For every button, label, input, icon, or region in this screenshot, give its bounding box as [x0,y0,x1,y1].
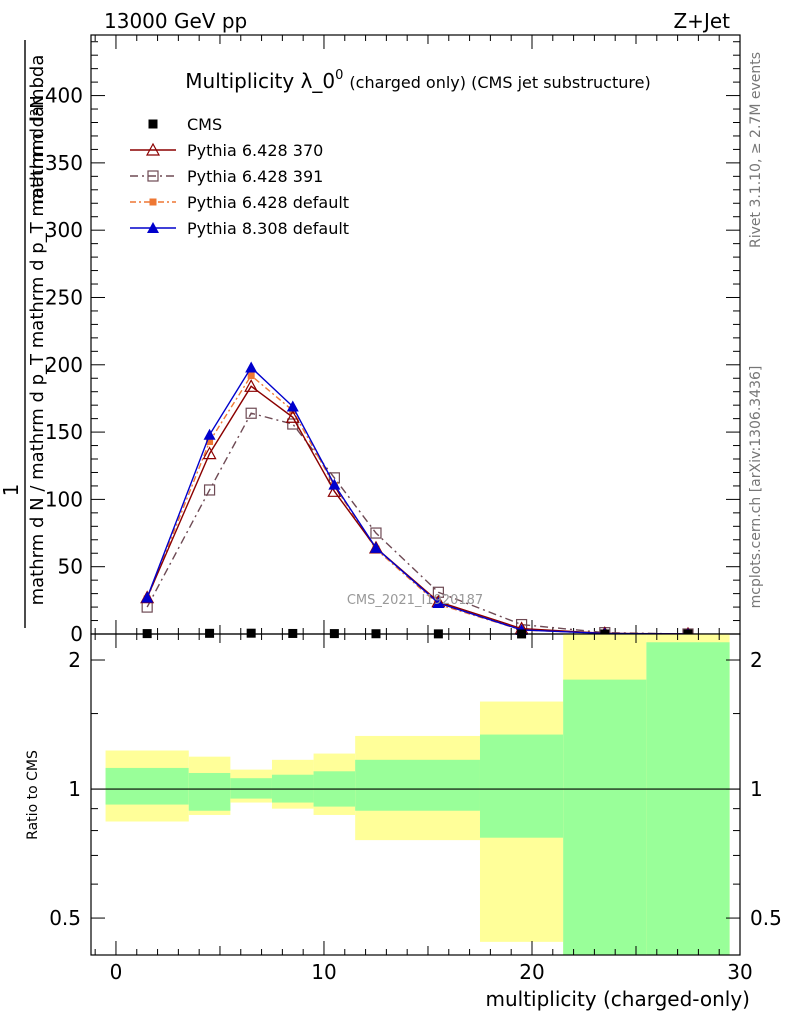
title-sup: 0 [335,68,343,83]
ratio-y-tick-label: 0.5 [49,906,81,930]
ratio-band-inner [646,642,730,955]
energy-label: 13000 GeV pp [104,9,247,33]
data-point [141,591,154,603]
data-point [202,446,217,460]
data-point [245,407,257,419]
x-tick-label: 0 [110,960,123,984]
legend-marker [147,222,159,233]
legend-item: Pythia 6.428 391 [130,167,323,186]
data-point [370,527,382,539]
ylabel-numerator: mathrm d²N [27,95,48,204]
ratio-band-inner [479,734,564,838]
legend-label: Pythia 6.428 default [187,193,349,212]
legend-item: Pythia 6.428 370 [130,141,323,160]
data-point [246,628,256,638]
legend-marker [148,119,158,129]
legend-item: CMS [148,115,222,134]
data-point [286,400,299,412]
mcplots-label: mcplots.cern.ch [arXiv:1306.3436] [748,366,764,609]
legend-label: CMS [187,115,222,134]
legend-item: Pythia 8.308 default [130,219,349,238]
main-y-tick-label: 100 [45,487,83,511]
legend: CMS Pythia 6.428 370 Pythia 6.428 391 Pythi… [130,115,349,238]
ratio-y-tick-label: 2 [68,648,81,672]
main-y-tick-label: 200 [45,353,83,377]
legend-marker [147,170,159,182]
ratio-band-inner [188,772,231,811]
data-point [247,372,255,380]
legend-marker [145,142,161,156]
ratio-y-label: Ratio to CMS [25,750,41,840]
ratio-band-inner [230,778,272,799]
ylabel-one: 1 [0,484,23,497]
main-y-label: 1 mathrm d²N mathrm d N / mathrm d p_T m… [0,40,48,628]
data-point [205,628,215,638]
ratio-band-inner [105,767,189,805]
data-point [206,438,214,446]
series-line [146,412,689,635]
data-point [369,541,382,553]
ratio-plot-frame [90,633,741,956]
ylabel-denominator: mathrm d N / mathrm d p_T mathrm d p_T m… [27,55,48,606]
chart-title: Multiplicity λ_00 (charged only) (CMS jet… [185,68,650,93]
data-point [327,484,342,497]
series-line [146,366,689,635]
main-y-tick-label: 50 [58,555,83,579]
data-point [203,484,216,496]
legend-label: Pythia 6.428 391 [187,167,323,186]
ratio-y-tick-label-right: 1 [750,777,763,801]
series-pythia-8-308-default [141,361,694,639]
title-suffix: (charged only) (CMS jet substructure) [349,73,650,92]
data-point [244,379,259,392]
ratio-y-tick-label: 1 [68,777,81,801]
legend-marker [149,198,157,206]
data-point [245,361,258,373]
rivet-label: Rivet 3.1.10, ≥ 2.7M events [748,52,764,248]
main-y-tick-label: 400 [45,84,83,108]
ratio-y-tick-label-right: 0.5 [750,906,782,930]
main-y-tick-label: 150 [45,420,83,444]
ratio-y-tick-label-right: 2 [750,648,763,672]
x-tick-label: 10 [311,960,336,984]
data-point [203,428,216,440]
ratio-band-inner [563,679,647,955]
x-tick-label: 20 [519,960,544,984]
main-y-tick-label: 350 [45,151,83,175]
data-point [328,478,341,490]
x-tick-label: 30 [727,960,752,984]
ratio-band-inner [355,759,480,811]
legend-label: Pythia 6.428 370 [187,141,323,160]
main-y-tick-label: 0 [70,622,83,646]
main-y-tick-label: 300 [45,218,83,242]
main-y-tick-label: 250 [45,285,83,309]
process-label: Z+Jet [673,9,730,33]
x-axis-label: multiplicity (charged-only) [485,987,750,1011]
legend-label: Pythia 8.308 default [187,219,349,238]
legend-item: Pythia 6.428 default [130,193,349,212]
data-point [432,597,445,609]
data-point [285,410,300,423]
analysis-watermark: CMS_2021_I1920187 [347,593,483,608]
data-point [287,418,299,430]
title-main: Multiplicity λ_0 [185,69,335,93]
series-line [146,385,689,635]
